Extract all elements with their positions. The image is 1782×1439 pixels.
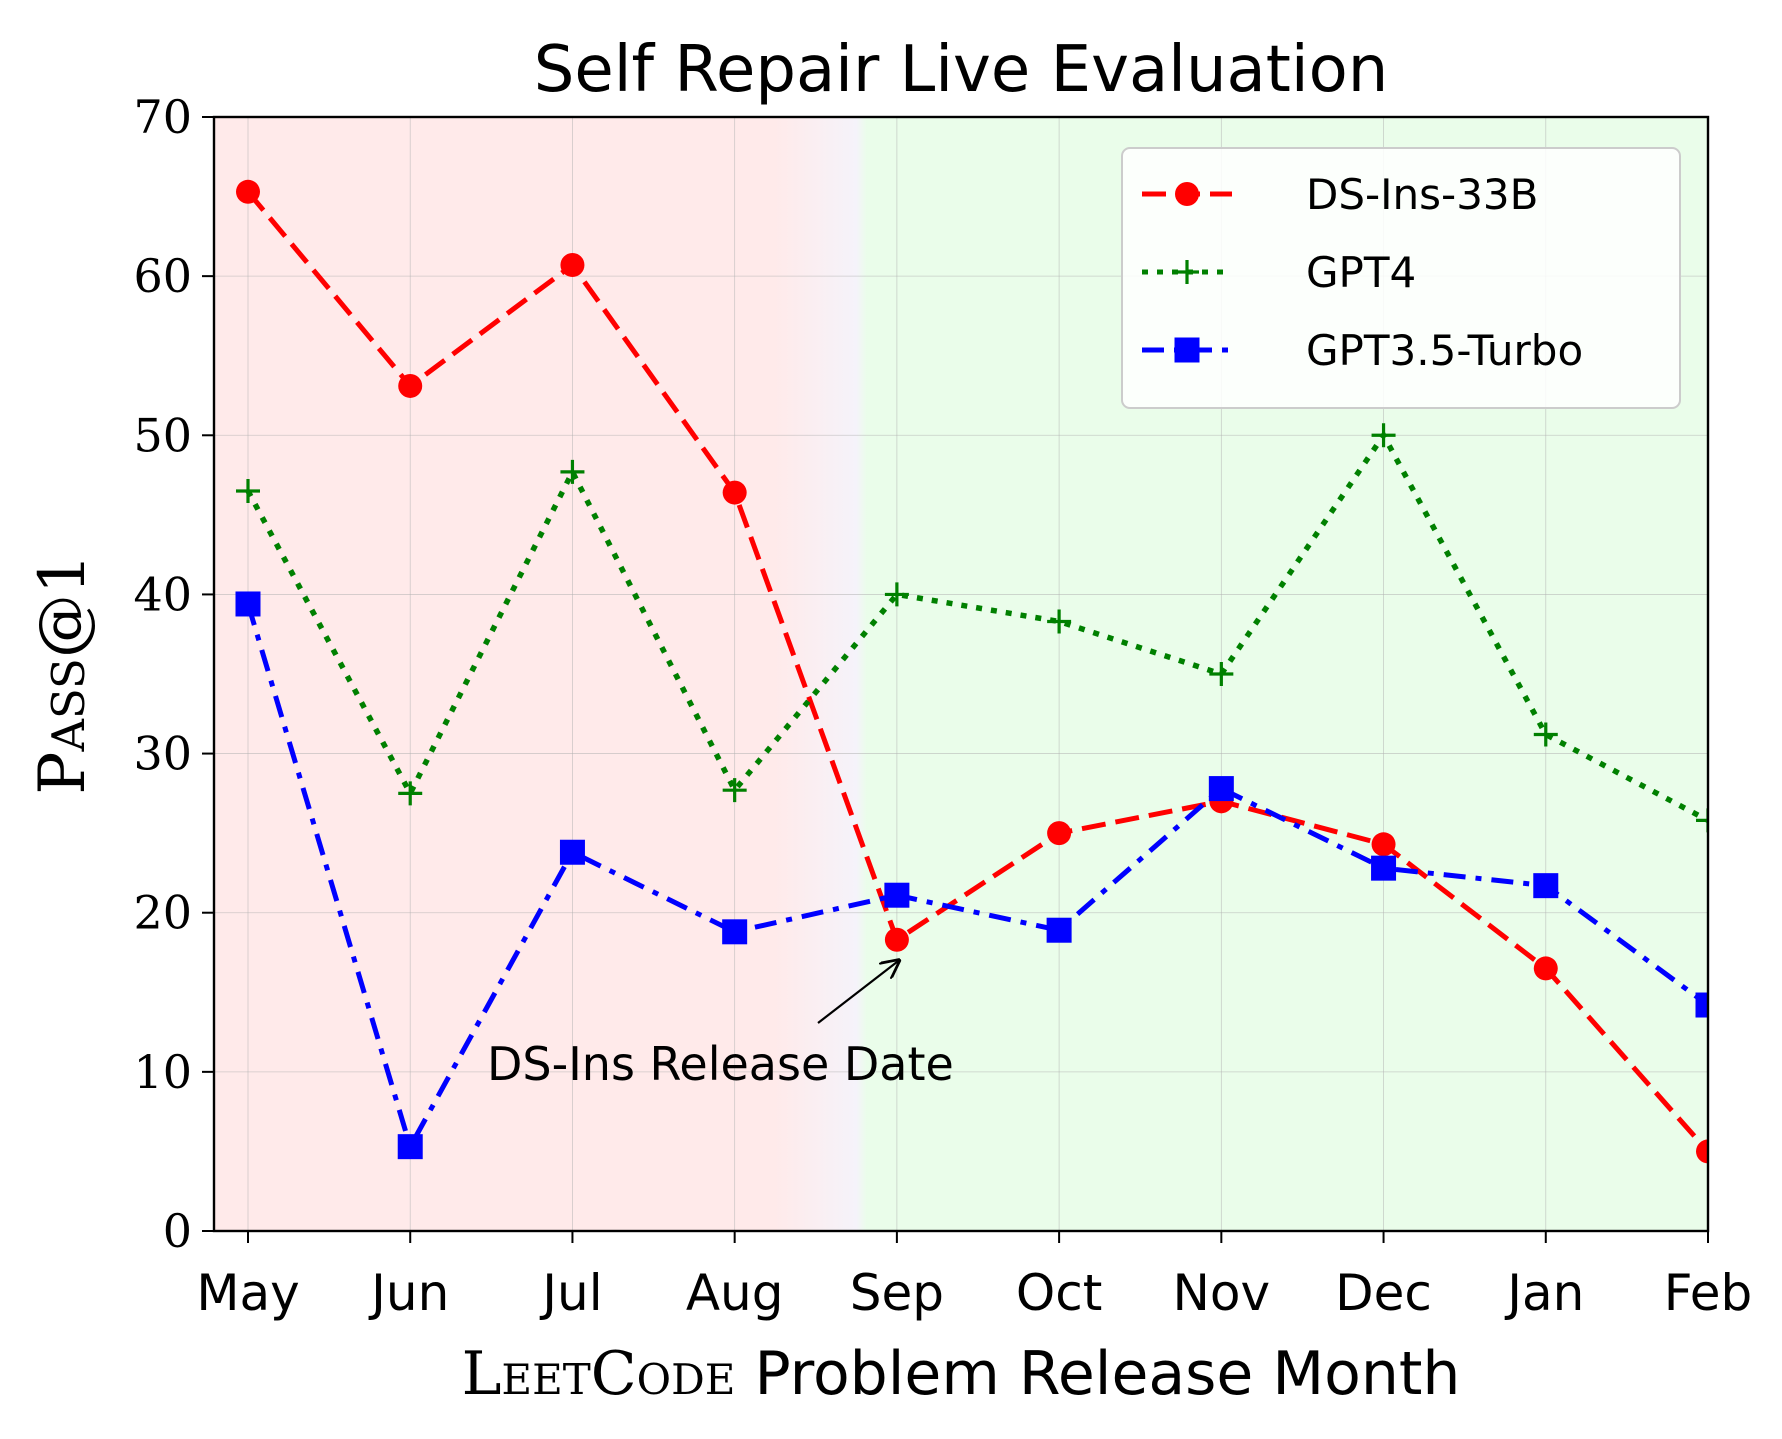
y-tick-label: 60	[133, 249, 192, 303]
y-tick-label: 40	[133, 567, 192, 621]
legend-marker-ds-ins-33b	[1175, 182, 1199, 206]
data-point-gpt4	[236, 478, 260, 503]
legend: DS-Ins-33B GPT4 GPT3.5-Turbo	[1121, 147, 1681, 409]
series-line-gpt3-5-turbo	[245, 603, 1708, 1154]
y-tick-label: 0	[163, 1204, 192, 1258]
legend-marker-gpt3-5-turbo	[1174, 337, 1200, 363]
x-axis-label-smallcaps: LeetCode	[462, 1339, 736, 1409]
legend-label-ds-ins-33b: DS-Ins-33B	[1306, 170, 1538, 219]
series-line-ds-ins-33b	[246, 190, 1708, 1154]
x-tick-label: Aug	[686, 1264, 784, 1322]
data-point-ds-ins-33b	[398, 373, 423, 398]
legend-label-gpt3-5-turbo: GPT3.5-Turbo	[1306, 326, 1583, 375]
series-line-gpt4	[245, 430, 1708, 823]
y-tick-label: 30	[133, 727, 192, 781]
y-tick-label: 10	[133, 1045, 192, 1099]
data-point-gpt4	[398, 781, 423, 806]
y-axis-label-smallcaps: ass	[26, 658, 100, 752]
data-point-ds-ins-33b	[560, 253, 585, 278]
data-point-ds-ins-33b	[884, 927, 909, 952]
data-point-gpt4	[722, 778, 747, 803]
data-point-gpt4	[1533, 722, 1558, 747]
data-point-gpt3-5-turbo	[884, 882, 910, 908]
data-point-gpt4	[1696, 808, 1708, 833]
x-tick-label: Nov	[1173, 1264, 1271, 1322]
x-tick-label: Sep	[850, 1264, 944, 1322]
data-point-gpt3-5-turbo	[1046, 917, 1072, 943]
y-axis-label-first: P	[26, 752, 100, 795]
data-point-ds-ins-33b	[722, 480, 747, 505]
data-point-ds-ins-33b	[236, 179, 260, 204]
axis-ticks: 0 10 20 30 40 50 60 70 May Jun Jul Aug Sep Oct Nov Dec J…	[133, 90, 1752, 1322]
x-tick-label: Oct	[1016, 1264, 1102, 1322]
data-point-gpt3-5-turbo	[1695, 992, 1708, 1018]
data-point-gpt4	[1047, 609, 1072, 634]
y-tick-label: 50	[133, 408, 192, 462]
legend-label-gpt4: GPT4	[1306, 248, 1416, 297]
data-point-ds-ins-33b	[1533, 956, 1558, 981]
series-lines	[245, 190, 1708, 1154]
data-point-gpt4	[884, 582, 909, 607]
data-point-gpt3-5-turbo	[1371, 855, 1397, 881]
data-point-gpt3-5-turbo	[235, 591, 261, 617]
y-axis-label-rest: @1	[26, 553, 100, 658]
x-axis-label-rest: Problem Release Month	[735, 1339, 1460, 1409]
chart-title: Self Repair Live Evaluation	[534, 33, 1389, 107]
data-point-gpt4	[560, 459, 585, 484]
y-tick-label: 20	[133, 886, 192, 940]
data-point-gpt3-5-turbo	[1208, 776, 1234, 802]
x-tick-label: May	[196, 1264, 299, 1322]
y-axis-label: Pass@1	[26, 553, 100, 794]
x-tick-label: Jul	[539, 1264, 602, 1322]
data-point-ds-ins-33b	[1696, 1139, 1708, 1164]
legend-box	[1121, 147, 1681, 409]
annotation-arrow	[817, 960, 899, 1024]
y-tick-label: 70	[133, 90, 192, 144]
release-annotation: DS-Ins Release Date	[487, 960, 954, 1091]
legend-marker-gpt4	[1175, 260, 1199, 284]
x-axis-label: LeetCode Problem Release Month	[462, 1339, 1461, 1409]
data-point-ds-ins-33b	[1371, 832, 1396, 857]
x-tick-label: Dec	[1335, 1264, 1432, 1322]
data-point-gpt4	[1371, 423, 1396, 448]
annotation-text: DS-Ins Release Date	[487, 1037, 954, 1091]
plot-frame	[212, 115, 1710, 1233]
x-tick-label: Jun	[368, 1264, 449, 1322]
data-point-gpt3-5-turbo	[1533, 873, 1559, 899]
x-tick-label: Jan	[1504, 1264, 1584, 1322]
data-point-ds-ins-33b	[1047, 821, 1072, 846]
data-point-gpt3-5-turbo	[397, 1134, 423, 1160]
data-point-gpt3-5-turbo	[722, 919, 748, 945]
x-tick-label: Feb	[1664, 1264, 1753, 1322]
legend-entries: DS-Ins-33B GPT4 GPT3.5-Turbo	[1142, 170, 1583, 375]
data-point-gpt4	[1209, 662, 1234, 686]
data-point-gpt3-5-turbo	[559, 839, 585, 865]
series-markers	[235, 179, 1708, 1164]
